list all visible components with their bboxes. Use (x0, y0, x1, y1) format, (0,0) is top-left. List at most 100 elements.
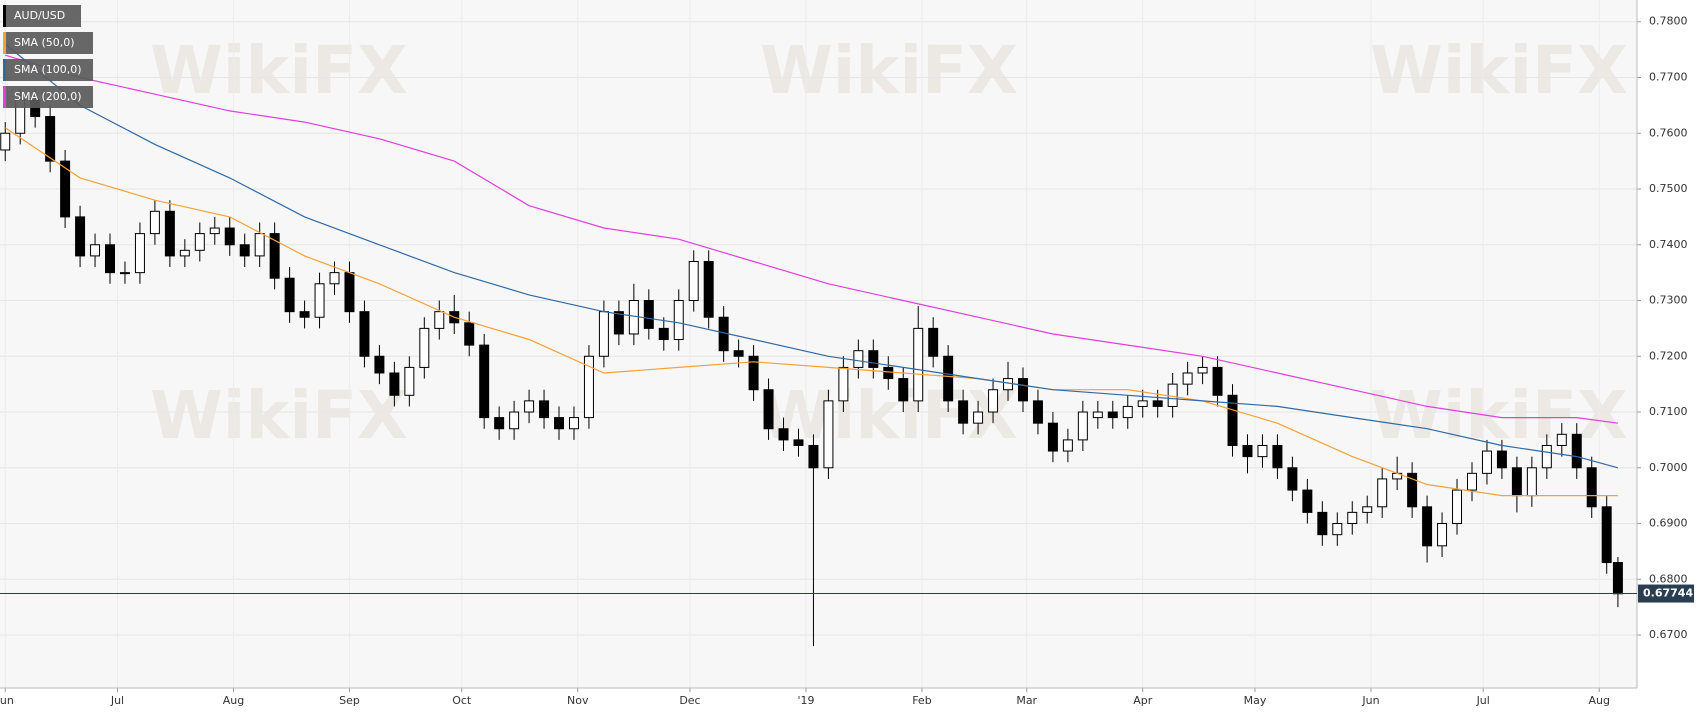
candle-body (1612, 562, 1623, 595)
candle-body (284, 277, 295, 313)
candle-body (479, 344, 490, 419)
candle-body (1347, 511, 1358, 525)
x-tick-label: Mar (1016, 694, 1037, 707)
candle-body (1047, 422, 1058, 452)
candle-body (134, 233, 145, 274)
candle-body (60, 160, 71, 218)
candle-body (703, 260, 714, 318)
candle-body (793, 439, 804, 446)
candle-body (1571, 433, 1582, 469)
candle-body (688, 260, 699, 302)
candle-body (434, 311, 445, 329)
candle-body (1407, 472, 1418, 508)
candle-body (1452, 489, 1463, 525)
candle-body (1152, 400, 1163, 407)
x-tick-label: May (1244, 694, 1267, 707)
x-tick-label: '19 (797, 694, 814, 707)
watermark: WikiFX (150, 32, 408, 109)
legend-box (3, 59, 93, 81)
candle-body (1062, 439, 1073, 452)
candle-body (1107, 411, 1118, 419)
candle-body (913, 327, 924, 402)
candle-body (1077, 411, 1088, 441)
candle-body (1227, 394, 1238, 446)
watermark: WikiFX (760, 32, 1018, 109)
candle-body (658, 327, 669, 341)
candle-body (868, 350, 879, 368)
y-tick-label: 0.7300 (1649, 294, 1688, 307)
candle-body (643, 300, 654, 329)
x-tick-label: Oct (452, 694, 472, 707)
candle-body (269, 233, 280, 279)
candle-body (778, 428, 789, 441)
candle-body (1496, 450, 1507, 469)
x-tick-label: Nov (567, 694, 589, 707)
candle-body (598, 311, 609, 357)
candle-body (1377, 478, 1388, 508)
candle-body (359, 311, 370, 357)
candle-body (1167, 383, 1178, 407)
legend-box (3, 32, 93, 54)
candle-body (149, 210, 160, 235)
candle-body (1287, 467, 1298, 491)
candle-body (1526, 467, 1537, 497)
candle-body (1137, 400, 1148, 407)
candle-body (389, 372, 400, 396)
watermark: WikiFX (150, 377, 408, 454)
candle-body (1437, 523, 1448, 547)
y-tick-label: 0.6700 (1649, 628, 1688, 641)
candle-body (90, 244, 101, 257)
legend-box (3, 5, 81, 27)
candle-body (1556, 433, 1567, 446)
candle-body (838, 366, 849, 402)
y-tick-label: 0.6800 (1649, 572, 1688, 585)
x-tick-label: Aug (223, 694, 244, 707)
candle-body (1317, 511, 1328, 536)
plot-background (0, 0, 1637, 688)
candle-body (958, 400, 969, 424)
sma-line (4, 43, 1619, 469)
candle-body (1272, 444, 1283, 469)
candle-body (464, 322, 475, 346)
sma-line (5, 54, 1618, 424)
candle-body (374, 355, 385, 374)
candle-body (898, 378, 909, 402)
watermark: WikiFX (1370, 32, 1628, 109)
candle-body (613, 311, 624, 335)
x-tick-label: Sep (339, 694, 360, 707)
legend-box (3, 86, 93, 108)
candle-body (1481, 450, 1492, 474)
legend-swatch (3, 32, 6, 54)
candle-body (1257, 444, 1268, 458)
candle-body (105, 244, 115, 274)
candle-body (1422, 506, 1433, 547)
candle-body (329, 272, 340, 285)
candle-body (1122, 405, 1133, 419)
legend-label: AUD/USD (14, 9, 65, 22)
y-tick-label: 0.7500 (1649, 182, 1688, 195)
legend-label: SMA (100,0) (14, 63, 82, 76)
x-tick-label: Jun (1361, 694, 1379, 707)
x-tick-label: Aug (1588, 694, 1609, 707)
last-price-label: 0.67744 (1643, 587, 1693, 600)
x-tick-label: Jul (110, 694, 124, 707)
candle-body (539, 400, 550, 419)
candle-body (1092, 411, 1103, 419)
candle-body (239, 244, 250, 257)
y-tick-label: 0.7100 (1649, 405, 1688, 418)
candle-body (853, 350, 864, 368)
y-tick-label: 0.7800 (1649, 15, 1688, 28)
legend-swatch (3, 86, 6, 108)
candle-body (314, 283, 325, 318)
candle-body (509, 411, 520, 430)
candle-body (1032, 400, 1043, 424)
x-tick-label: Dec (679, 694, 700, 707)
y-tick-label: 0.7400 (1649, 238, 1688, 251)
candle-body (988, 389, 999, 413)
y-tick-label: 0.6900 (1649, 517, 1688, 530)
candle-body (748, 355, 759, 391)
candle-body (1197, 366, 1208, 374)
candle-body (568, 417, 579, 430)
candle-body (1017, 378, 1028, 402)
legend-label: SMA (200,0) (14, 90, 82, 103)
